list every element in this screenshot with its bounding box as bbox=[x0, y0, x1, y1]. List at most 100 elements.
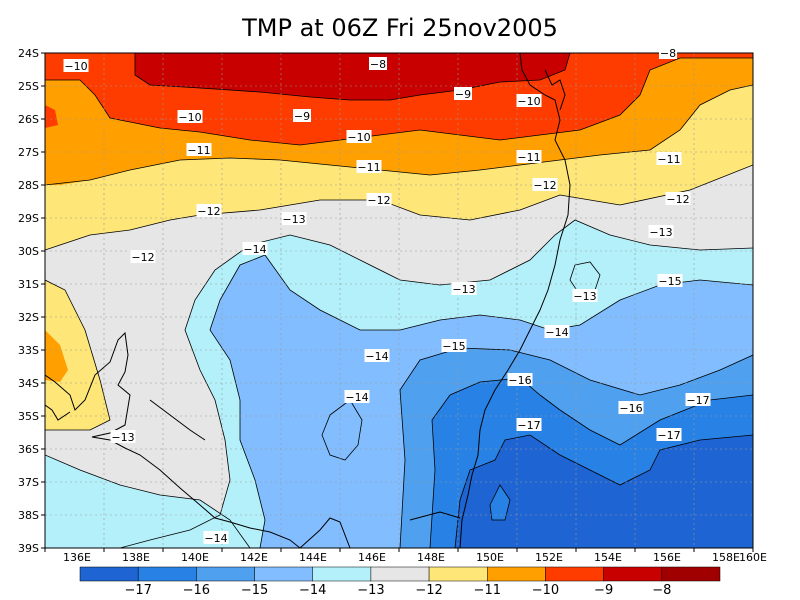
colorbar-label: −8 bbox=[652, 583, 671, 598]
colorbar-swatch bbox=[196, 566, 255, 582]
contour-label-box bbox=[656, 152, 682, 165]
contour-label: −11 bbox=[657, 153, 680, 166]
band-minus-16-pocket bbox=[490, 485, 510, 520]
contour-label-box bbox=[657, 274, 683, 287]
lon-tick-label: 146E bbox=[358, 551, 386, 564]
lon-tick-label: 160E bbox=[739, 551, 767, 564]
contour-label: −10 bbox=[347, 131, 370, 144]
contour-label: −8 bbox=[660, 47, 676, 60]
contour-label-box bbox=[516, 94, 542, 107]
contour-label: −11 bbox=[187, 144, 210, 157]
band-minus-14-island bbox=[322, 400, 362, 460]
colorbar-label: −11 bbox=[474, 583, 501, 598]
contour-label: −13 bbox=[452, 283, 475, 296]
band-minus-17 bbox=[455, 435, 753, 548]
contour-label: −15 bbox=[442, 340, 465, 353]
contour-label-box bbox=[281, 212, 307, 225]
lat-tick-label: 30S bbox=[18, 245, 39, 258]
contour-label: −14 bbox=[365, 350, 388, 363]
contour-label: −14 bbox=[345, 391, 368, 404]
contour-label-box bbox=[656, 428, 682, 441]
coastline bbox=[45, 53, 571, 548]
contour-label: −11 bbox=[357, 161, 380, 174]
contour-label-box bbox=[186, 143, 212, 156]
contour-label: −14 bbox=[204, 532, 227, 545]
lon-tick-label: 154E bbox=[594, 551, 622, 564]
lat-tick-label: 26S bbox=[18, 113, 39, 126]
contour-label: −17 bbox=[517, 419, 540, 432]
contour-label-box bbox=[110, 430, 136, 443]
lat-tick-label: 33S bbox=[18, 344, 39, 357]
colorbar-label: −9 bbox=[594, 583, 613, 598]
colorbar-swatch bbox=[370, 566, 430, 582]
contour-label-box bbox=[293, 109, 311, 122]
lat-tick-label: 34S bbox=[18, 377, 39, 390]
contour-label-box bbox=[618, 401, 644, 414]
colorbar-swatch bbox=[661, 566, 721, 582]
contour-label-box bbox=[346, 130, 372, 143]
contour-label: −13 bbox=[649, 226, 672, 239]
lat-tick-label: 24S bbox=[18, 47, 39, 60]
contour-label-box bbox=[177, 110, 203, 123]
colorbar-swatch bbox=[428, 566, 488, 582]
colorbar: −17 −16 −15 −14 −13 −12 −11 −10 −9 −8 bbox=[79, 566, 721, 598]
contour-label-box bbox=[366, 193, 392, 206]
contour-label-box bbox=[196, 204, 222, 217]
colorbar-swatch bbox=[487, 566, 546, 582]
lat-tick-label: 29S bbox=[18, 212, 39, 225]
colorbar-swatch bbox=[603, 566, 663, 582]
lon-tick-label: 142E bbox=[240, 551, 268, 564]
lat-tick-label: 31S bbox=[18, 278, 39, 291]
contour-label: −12 bbox=[666, 193, 689, 206]
contour-label: −12 bbox=[131, 251, 154, 264]
contour-label: −9 bbox=[455, 88, 471, 101]
contour-label-box bbox=[659, 46, 677, 59]
lon-tick-label: 158E bbox=[712, 551, 740, 564]
lat-tick-label: 38S bbox=[18, 509, 39, 522]
contour-label: −10 bbox=[178, 111, 201, 124]
shaded-field bbox=[45, 53, 753, 548]
lat-tick-label: 39S bbox=[18, 542, 39, 555]
contour-label: −16 bbox=[619, 402, 642, 415]
contour-label-box bbox=[344, 390, 370, 403]
lat-tick-label: 32S bbox=[18, 311, 39, 324]
lon-tick-label: 140E bbox=[181, 551, 209, 564]
contour-label-box bbox=[454, 87, 472, 100]
colorbar-label: −17 bbox=[124, 583, 151, 598]
longitude-axis: 136E 138E 140E 142E 144E 146E 148E 150E 152E 154E… bbox=[44, 548, 767, 564]
lat-lon-grid bbox=[45, 53, 753, 548]
contour-label: −14 bbox=[243, 243, 266, 256]
contour-label-box bbox=[544, 325, 570, 338]
colorbar-label: −13 bbox=[357, 583, 384, 598]
colorbar-swatch bbox=[545, 566, 604, 582]
lat-tick-label: 27S bbox=[18, 146, 39, 159]
lat-tick-label: 36S bbox=[18, 443, 39, 456]
contour-label: −13 bbox=[282, 213, 305, 226]
contour-label: −17 bbox=[686, 394, 709, 407]
colorbar-label: −16 bbox=[183, 583, 210, 598]
contour-label: −16 bbox=[508, 374, 531, 387]
contour-label-box bbox=[507, 373, 533, 386]
lon-tick-label: 156E bbox=[653, 551, 681, 564]
contour-label-box bbox=[532, 178, 558, 191]
contour-label-box bbox=[572, 289, 598, 302]
lon-tick-label: 136E bbox=[63, 551, 91, 564]
contour-label: −12 bbox=[533, 179, 556, 192]
colorbar-label: −15 bbox=[241, 583, 268, 598]
colorbar-label: −14 bbox=[299, 583, 326, 598]
contour-label: −11 bbox=[517, 151, 540, 164]
contour-label-box bbox=[516, 418, 542, 431]
contour-label: −13 bbox=[111, 431, 134, 444]
contour-label: −9 bbox=[294, 110, 310, 123]
contour-label: −12 bbox=[197, 205, 220, 218]
contour-label: −10 bbox=[64, 60, 87, 73]
contour-label-box bbox=[203, 531, 229, 544]
contour-label-box bbox=[451, 282, 477, 295]
contour-label-box bbox=[369, 57, 387, 70]
lon-tick-label: 148E bbox=[417, 551, 445, 564]
colorbar-swatch bbox=[312, 566, 372, 582]
contour-label-box bbox=[516, 150, 542, 163]
colorbar-swatch bbox=[79, 566, 139, 582]
contour-label-box bbox=[130, 250, 156, 263]
